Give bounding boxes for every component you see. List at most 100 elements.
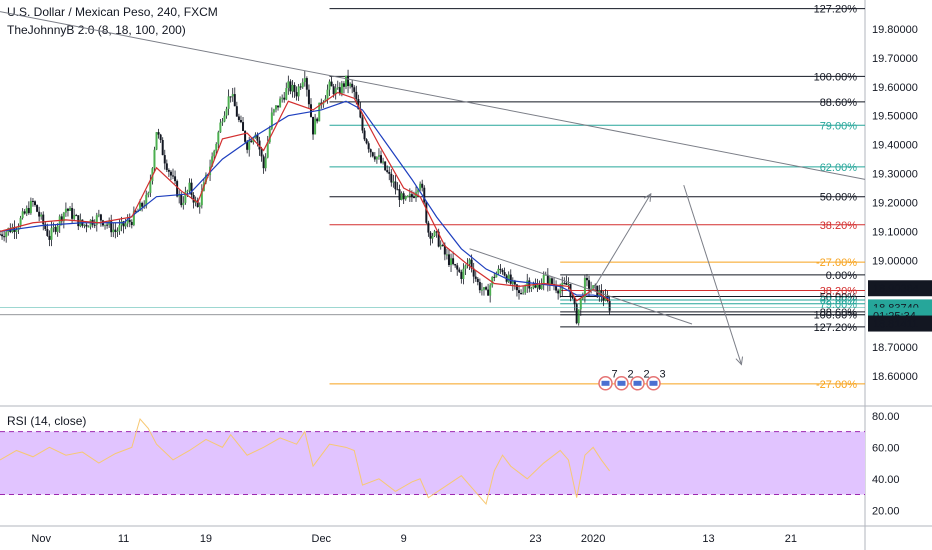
candle-body[interactable]: [38, 211, 41, 217]
candle-body[interactable]: [371, 152, 374, 157]
candle-body[interactable]: [470, 259, 473, 269]
candle-body[interactable]: [104, 224, 107, 226]
candle-body[interactable]: [239, 119, 242, 123]
candle-body[interactable]: [264, 157, 267, 169]
candle-body[interactable]: [287, 81, 290, 89]
candle-body[interactable]: [532, 285, 535, 288]
candle-body[interactable]: [167, 169, 170, 172]
candle-body[interactable]: [332, 86, 335, 94]
candle-body[interactable]: [95, 215, 98, 225]
candle-body[interactable]: [369, 149, 372, 153]
candle-body[interactable]: [225, 108, 228, 116]
candle-body[interactable]: [373, 156, 376, 160]
candle-body[interactable]: [590, 288, 593, 290]
candle-body[interactable]: [314, 118, 317, 135]
candle-body[interactable]: [540, 283, 543, 289]
candle-body[interactable]: [229, 96, 232, 98]
candle-body[interactable]: [359, 109, 362, 118]
candle-body[interactable]: [196, 200, 199, 208]
candle-body[interactable]: [159, 134, 162, 141]
candle-body[interactable]: [367, 143, 370, 150]
candle-body[interactable]: [87, 226, 90, 228]
candle-body[interactable]: [606, 296, 609, 301]
candle-body[interactable]: [122, 221, 125, 227]
candle-body[interactable]: [163, 155, 166, 164]
candle-body[interactable]: [0, 234, 1, 236]
candle-body[interactable]: [279, 98, 282, 108]
candle-body[interactable]: [478, 282, 481, 291]
candle-body[interactable]: [52, 227, 55, 229]
candle-body[interactable]: [464, 265, 467, 269]
candle-body[interactable]: [307, 89, 310, 105]
candle-body[interactable]: [353, 87, 356, 92]
candle-body[interactable]: [178, 194, 181, 197]
rsi-line[interactable]: [0, 417, 611, 506]
candle-body[interactable]: [46, 229, 49, 236]
candle-body[interactable]: [530, 287, 533, 289]
candle-body[interactable]: [48, 235, 51, 240]
candle-body[interactable]: [542, 274, 545, 284]
candle-body[interactable]: [192, 195, 195, 203]
candle-body[interactable]: [503, 272, 506, 276]
candle-body[interactable]: [204, 174, 207, 183]
candle-body[interactable]: [256, 134, 259, 141]
candle-body[interactable]: [338, 87, 341, 94]
candle-body[interactable]: [36, 205, 39, 212]
candle-body[interactable]: [34, 201, 37, 206]
candle-body[interactable]: [330, 81, 333, 87]
candle-body[interactable]: [223, 115, 226, 122]
candle-body[interactable]: [489, 285, 492, 296]
candle-body[interactable]: [328, 81, 331, 90]
candle-body[interactable]: [345, 75, 347, 87]
candle-body[interactable]: [452, 258, 455, 265]
candle-body[interactable]: [85, 224, 88, 227]
candle-body[interactable]: [141, 202, 144, 207]
candle-body[interactable]: [497, 268, 500, 274]
candle-body[interactable]: [291, 84, 294, 92]
candle-body[interactable]: [511, 280, 514, 284]
candle-body[interactable]: [299, 86, 302, 88]
rsi-label[interactable]: RSI (14, close): [7, 414, 87, 428]
candle-body[interactable]: [114, 229, 117, 232]
candle-body[interactable]: [182, 202, 185, 206]
candle-body[interactable]: [246, 141, 249, 150]
candle-body[interactable]: [21, 211, 24, 218]
candle-body[interactable]: [575, 304, 578, 324]
candle-body[interactable]: [54, 227, 57, 232]
candle-body[interactable]: [132, 211, 135, 226]
candle-body[interactable]: [528, 280, 531, 289]
candle-body[interactable]: [349, 83, 352, 87]
candle-body[interactable]: [454, 264, 457, 266]
candle-body[interactable]: [29, 200, 32, 214]
candle-body[interactable]: [139, 202, 142, 211]
candle-body[interactable]: [386, 170, 389, 172]
candle-body[interactable]: [268, 128, 271, 143]
candle-body[interactable]: [188, 182, 191, 191]
candle-body[interactable]: [334, 88, 337, 94]
candle-body[interactable]: [217, 132, 220, 144]
candle-body[interactable]: [573, 297, 576, 305]
candle-body[interactable]: [342, 83, 345, 87]
candle-body[interactable]: [419, 183, 422, 190]
candle-body[interactable]: [233, 94, 236, 107]
candle-body[interactable]: [462, 268, 465, 279]
candle-body[interactable]: [499, 268, 502, 270]
projection-arrow-up[interactable]: [592, 193, 652, 290]
candle-body[interactable]: [66, 208, 69, 211]
candle-body[interactable]: [172, 175, 174, 177]
candle-body[interactable]: [493, 276, 496, 278]
candle-body[interactable]: [495, 273, 498, 278]
candle-body[interactable]: [221, 121, 224, 123]
candle-body[interactable]: [423, 187, 426, 203]
candle-body[interactable]: [272, 109, 275, 113]
candle-body[interactable]: [326, 89, 329, 99]
candle-body[interactable]: [347, 75, 350, 87]
candle-body[interactable]: [581, 297, 584, 299]
candle-body[interactable]: [592, 285, 595, 289]
candle-body[interactable]: [398, 189, 401, 200]
candle-body[interactable]: [58, 216, 61, 227]
candle-body[interactable]: [190, 182, 193, 196]
candle-body[interactable]: [522, 292, 525, 294]
candle-body[interactable]: [250, 140, 253, 143]
